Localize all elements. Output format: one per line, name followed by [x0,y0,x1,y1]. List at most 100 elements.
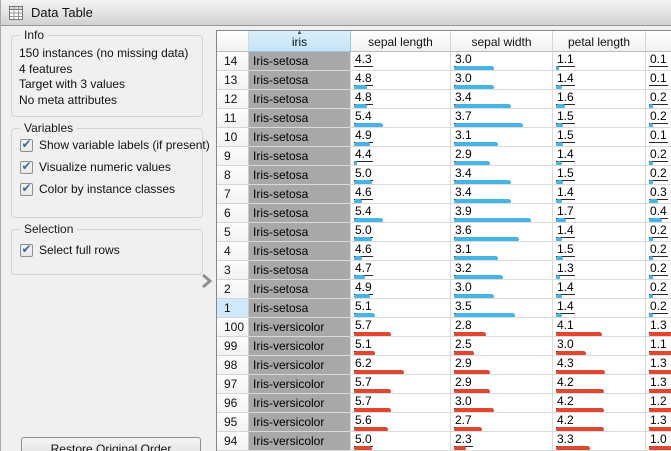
numeric-value-cell[interactable]: 1.3 [646,356,671,375]
row-number-cell[interactable]: 11 [217,109,249,128]
numeric-value-cell[interactable]: 5.7 [351,318,451,337]
numeric-value-cell[interactable]: 0.1 [646,128,671,147]
class-value-cell[interactable]: Iris-versicolor [249,318,351,337]
table-row[interactable]: 11 Iris-setosa 5.4 3.7 1.5 0.2 [217,109,671,128]
table-row[interactable]: 97 Iris-versicolor 5.7 2.9 4.2 1.3 [217,375,671,394]
numeric-value-cell[interactable]: 4.3 [553,356,646,375]
numeric-value-cell[interactable]: 0.3 [646,185,671,204]
numeric-value-cell[interactable]: 1.1 [646,337,671,356]
numeric-value-cell[interactable]: 2.5 [451,337,553,356]
numeric-value-cell[interactable]: 0.2 [646,299,671,318]
numeric-value-cell[interactable]: 5.7 [351,394,451,413]
numeric-value-cell[interactable]: 3.0 [451,394,553,413]
numeric-value-cell[interactable]: 4.2 [553,375,646,394]
class-value-cell[interactable]: Iris-setosa [249,90,351,109]
numeric-value-cell[interactable]: 2.7 [451,413,553,432]
row-number-cell[interactable]: 96 [217,394,249,413]
numeric-value-cell[interactable]: 1.4 [553,299,646,318]
numeric-value-cell[interactable]: 5.1 [351,299,451,318]
numeric-value-cell[interactable]: 3.7 [451,109,553,128]
numeric-value-cell[interactable]: 4.3 [351,52,451,71]
row-number-cell[interactable]: 6 [217,204,249,223]
row-number-cell[interactable]: 10 [217,128,249,147]
numeric-value-cell[interactable]: 0.1 [646,52,671,71]
row-number-cell[interactable]: 98 [217,356,249,375]
table-row[interactable]: 96 Iris-versicolor 5.7 3.0 4.2 1.2 [217,394,671,413]
table-row[interactable]: 10 Iris-setosa 4.9 3.1 1.5 0.1 [217,128,671,147]
class-value-cell[interactable]: Iris-setosa [249,147,351,166]
row-number-cell[interactable]: 97 [217,375,249,394]
numeric-value-cell[interactable]: 0.2 [646,166,671,185]
class-value-cell[interactable]: Iris-setosa [249,299,351,318]
column-header-petal-length[interactable]: petal length [553,31,646,52]
class-value-cell[interactable]: Iris-setosa [249,204,351,223]
numeric-value-cell[interactable]: 0.2 [646,261,671,280]
column-header-sepal-length[interactable]: sepal length [351,31,451,52]
table-row[interactable]: 3 Iris-setosa 4.7 3.2 1.3 0.2 [217,261,671,280]
table-row[interactable]: 8 Iris-setosa 5.0 3.4 1.5 0.2 [217,166,671,185]
row-number-cell[interactable]: 2 [217,280,249,299]
table-row[interactable]: 2 Iris-setosa 4.9 3.0 1.4 0.2 [217,280,671,299]
numeric-value-cell[interactable]: 1.5 [553,128,646,147]
numeric-value-cell[interactable]: 5.4 [351,109,451,128]
numeric-value-cell[interactable]: 0.4 [646,204,671,223]
row-number-cell[interactable]: 12 [217,90,249,109]
class-value-cell[interactable]: Iris-setosa [249,280,351,299]
numeric-value-cell[interactable]: 1.7 [553,204,646,223]
numeric-value-cell[interactable]: 1.4 [553,185,646,204]
numeric-value-cell[interactable]: 3.0 [451,52,553,71]
row-number-cell[interactable]: 4 [217,242,249,261]
table-row[interactable]: 14 Iris-setosa 4.3 3.0 1.1 0.1 [217,52,671,71]
class-value-cell[interactable]: Iris-versicolor [249,337,351,356]
numeric-value-cell[interactable]: 6.2 [351,356,451,375]
row-number-cell[interactable]: 100 [217,318,249,337]
restore-original-order-button[interactable]: Restore Original Order [21,437,201,451]
numeric-value-cell[interactable]: 2.8 [451,318,553,337]
table-row[interactable]: 6 Iris-setosa 5.4 3.9 1.7 0.4 [217,204,671,223]
numeric-value-cell[interactable]: 2.9 [451,375,553,394]
numeric-value-cell[interactable]: 0.2 [646,90,671,109]
numeric-value-cell[interactable]: 2.3 [451,432,553,451]
row-number-cell[interactable]: 5 [217,223,249,242]
numeric-value-cell[interactable]: 1.5 [553,109,646,128]
numeric-value-cell[interactable]: 3.4 [451,166,553,185]
numeric-value-cell[interactable]: 3.3 [553,432,646,451]
numeric-value-cell[interactable]: 1.4 [553,71,646,90]
numeric-value-cell[interactable]: 3.1 [451,242,553,261]
numeric-value-cell[interactable]: 4.2 [553,394,646,413]
row-number-cell[interactable]: 1 [217,299,249,318]
numeric-value-cell[interactable]: 3.9 [451,204,553,223]
table-row[interactable]: 98 Iris-versicolor 6.2 2.9 4.3 1.3 [217,356,671,375]
numeric-value-cell[interactable]: 0.2 [646,280,671,299]
numeric-value-cell[interactable]: 0.2 [646,223,671,242]
numeric-value-cell[interactable]: 1.3 [553,261,646,280]
numeric-value-cell[interactable]: 1.4 [553,223,646,242]
class-value-cell[interactable]: Iris-versicolor [249,432,351,451]
numeric-value-cell[interactable]: 4.9 [351,280,451,299]
row-number-cell[interactable]: 14 [217,52,249,71]
numeric-value-cell[interactable]: 0.2 [646,242,671,261]
table-row[interactable]: 5 Iris-setosa 5.0 3.6 1.4 0.2 [217,223,671,242]
numeric-value-cell[interactable]: 3.4 [451,185,553,204]
column-header-sepal-width[interactable]: sepal width [451,31,553,52]
class-value-cell[interactable]: Iris-setosa [249,128,351,147]
table-row[interactable]: 99 Iris-versicolor 5.1 2.5 3.0 1.1 [217,337,671,356]
numeric-value-cell[interactable]: 5.1 [351,337,451,356]
table-row[interactable]: 95 Iris-versicolor 5.6 2.7 4.2 1.3 [217,413,671,432]
checkbox-color-by-instance-classes[interactable]: ✔ Color by instance classes [20,181,175,197]
row-number-cell[interactable]: 13 [217,71,249,90]
table-row[interactable]: 100 Iris-versicolor 5.7 2.8 4.1 1.3 [217,318,671,337]
row-number-cell[interactable]: 8 [217,166,249,185]
numeric-value-cell[interactable]: 5.0 [351,432,451,451]
numeric-value-cell[interactable]: 1.3 [646,375,671,394]
numeric-value-cell[interactable]: 4.7 [351,261,451,280]
numeric-value-cell[interactable]: 4.4 [351,147,451,166]
class-value-cell[interactable]: Iris-versicolor [249,375,351,394]
row-number-cell[interactable]: 9 [217,147,249,166]
table-row[interactable]: 4 Iris-setosa 4.6 3.1 1.5 0.2 [217,242,671,261]
class-value-cell[interactable]: Iris-versicolor [249,413,351,432]
numeric-value-cell[interactable]: 5.0 [351,166,451,185]
numeric-value-cell[interactable]: 1.6 [553,90,646,109]
class-value-cell[interactable]: Iris-setosa [249,223,351,242]
numeric-value-cell[interactable]: 3.4 [451,90,553,109]
